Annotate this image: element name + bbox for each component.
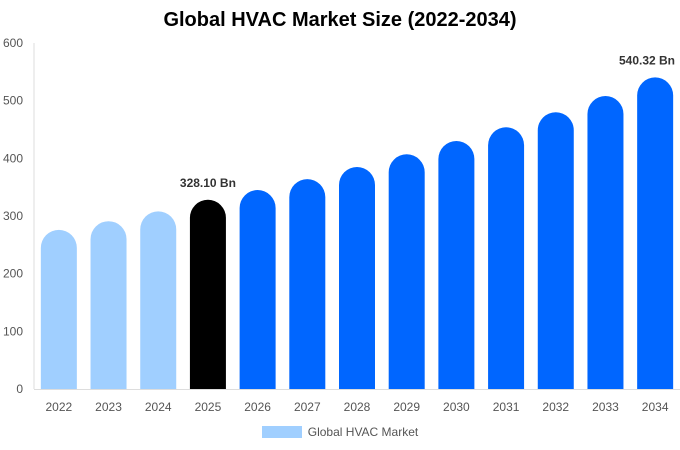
x-tick-label: 2027 — [294, 400, 321, 414]
x-tick-label: 2034 — [642, 400, 669, 414]
x-tick-label: 2032 — [542, 400, 569, 414]
x-tick-label: 2028 — [344, 400, 371, 414]
data-label: 540.32 Bn — [619, 53, 675, 67]
bar-2023 — [90, 221, 127, 389]
bar-2031 — [488, 127, 525, 389]
x-tick-label: 2024 — [145, 400, 172, 414]
y-tick-label: 400 — [3, 151, 23, 165]
legend-label: Global HVAC Market — [307, 425, 419, 439]
x-tick-label: 2025 — [195, 400, 222, 414]
y-tick-label: 200 — [3, 267, 23, 281]
bar-2022 — [40, 229, 77, 389]
y-tick-label: 0 — [16, 382, 23, 396]
bar-2025 — [189, 199, 226, 389]
bar-2028 — [339, 166, 375, 389]
x-tick-label: 2031 — [493, 400, 520, 414]
y-tick-label: 600 — [3, 36, 23, 50]
data-label: 328.10 Bn — [180, 176, 236, 190]
legend-swatch — [261, 426, 302, 438]
bar-2026 — [239, 190, 276, 389]
chart-title: Global HVAC Market Size (2022-2034) — [163, 9, 517, 31]
bar-2032 — [537, 112, 574, 389]
x-tick-label: 2026 — [244, 400, 271, 414]
x-tick-label: 2033 — [592, 400, 619, 414]
bar-2029 — [388, 154, 425, 389]
x-tick-label: 2030 — [443, 400, 470, 414]
legend[interactable]: Global HVAC Market — [0, 425, 680, 439]
bar-2024 — [140, 211, 177, 389]
bar-2030 — [438, 141, 475, 389]
bar-2033 — [587, 96, 624, 389]
x-tick-label: 2022 — [45, 400, 72, 414]
y-tick-label: 500 — [3, 94, 23, 108]
x-tick-label: 2023 — [95, 400, 122, 414]
bar-2034 — [637, 77, 674, 389]
bar-2027 — [289, 179, 326, 389]
y-tick-label: 100 — [3, 324, 23, 338]
x-tick-label: 2029 — [393, 400, 420, 414]
y-tick-label: 300 — [3, 209, 23, 223]
